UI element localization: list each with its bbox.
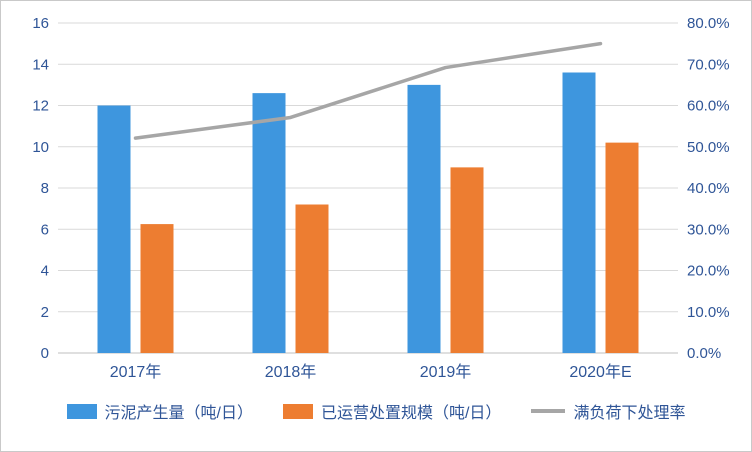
x-axis-label: 2020年E <box>569 363 631 381</box>
left-axis-tick: 4 <box>41 263 49 280</box>
legend-label-full-load-rate: 满负荷下处理率 <box>573 405 686 422</box>
bar-disposal-capacity <box>450 167 484 353</box>
right-axis-tick: 20.0% <box>687 263 730 280</box>
left-axis-tick: 12 <box>32 98 49 115</box>
x-axis-label: 2019年 <box>420 363 472 381</box>
right-axis-tick: 50.0% <box>687 139 730 156</box>
right-axis-tick: 0.0% <box>687 345 721 362</box>
combo-chart: 0 2 4 6 8 10 12 14 16 0.0% 10.0% 20.0% 30.0% 40.0% 50.… <box>32 15 730 381</box>
legend-swatch-orange <box>282 403 313 419</box>
bar-sludge-production <box>97 105 131 353</box>
x-axis-label: 2018年 <box>265 363 317 381</box>
right-axis-tick: 60.0% <box>687 98 730 115</box>
legend-item-sludge-production: 污泥产生量（吨/日） <box>66 399 253 423</box>
left-axis-tick: 2 <box>41 304 49 321</box>
chart-legend: 污泥产生量（吨/日） 已运营处置规模（吨/日） 满负荷下处理率 <box>1 399 751 423</box>
left-axis-tick: 8 <box>41 180 49 197</box>
right-axis-tick: 70.0% <box>687 56 730 73</box>
bar-sludge-production <box>252 93 286 353</box>
bar-disposal-capacity <box>295 204 329 353</box>
legend-label-sludge-production: 污泥产生量（吨/日） <box>104 405 253 422</box>
bar-disposal-capacity <box>605 142 639 353</box>
right-axis-tick: 30.0% <box>687 221 730 238</box>
legend-item-disposal-capacity: 已运营处置规模（吨/日） <box>282 399 502 423</box>
left-axis-tick: 0 <box>41 345 49 362</box>
legend-swatch-gray-line <box>531 409 566 413</box>
right-axis-tick: 40.0% <box>687 180 730 197</box>
legend-item-full-load-rate: 满负荷下处理率 <box>531 399 685 423</box>
left-axis-tick: 16 <box>32 15 49 32</box>
x-axis-label: 2017年 <box>110 363 162 381</box>
full-load-rate-line <box>133 41 603 140</box>
left-axis-tick: 6 <box>41 221 49 238</box>
legend-swatch-blue <box>66 403 97 419</box>
bar-sludge-production <box>407 84 441 353</box>
right-axis-tick: 10.0% <box>687 304 730 321</box>
right-axis-tick: 80.0% <box>687 15 730 32</box>
legend-label-disposal-capacity: 已运营处置规模（吨/日） <box>320 405 502 422</box>
bar-disposal-capacity <box>140 224 174 353</box>
left-axis-tick: 14 <box>32 56 49 73</box>
bar-sludge-production <box>562 72 596 353</box>
left-axis-tick: 10 <box>32 139 49 156</box>
